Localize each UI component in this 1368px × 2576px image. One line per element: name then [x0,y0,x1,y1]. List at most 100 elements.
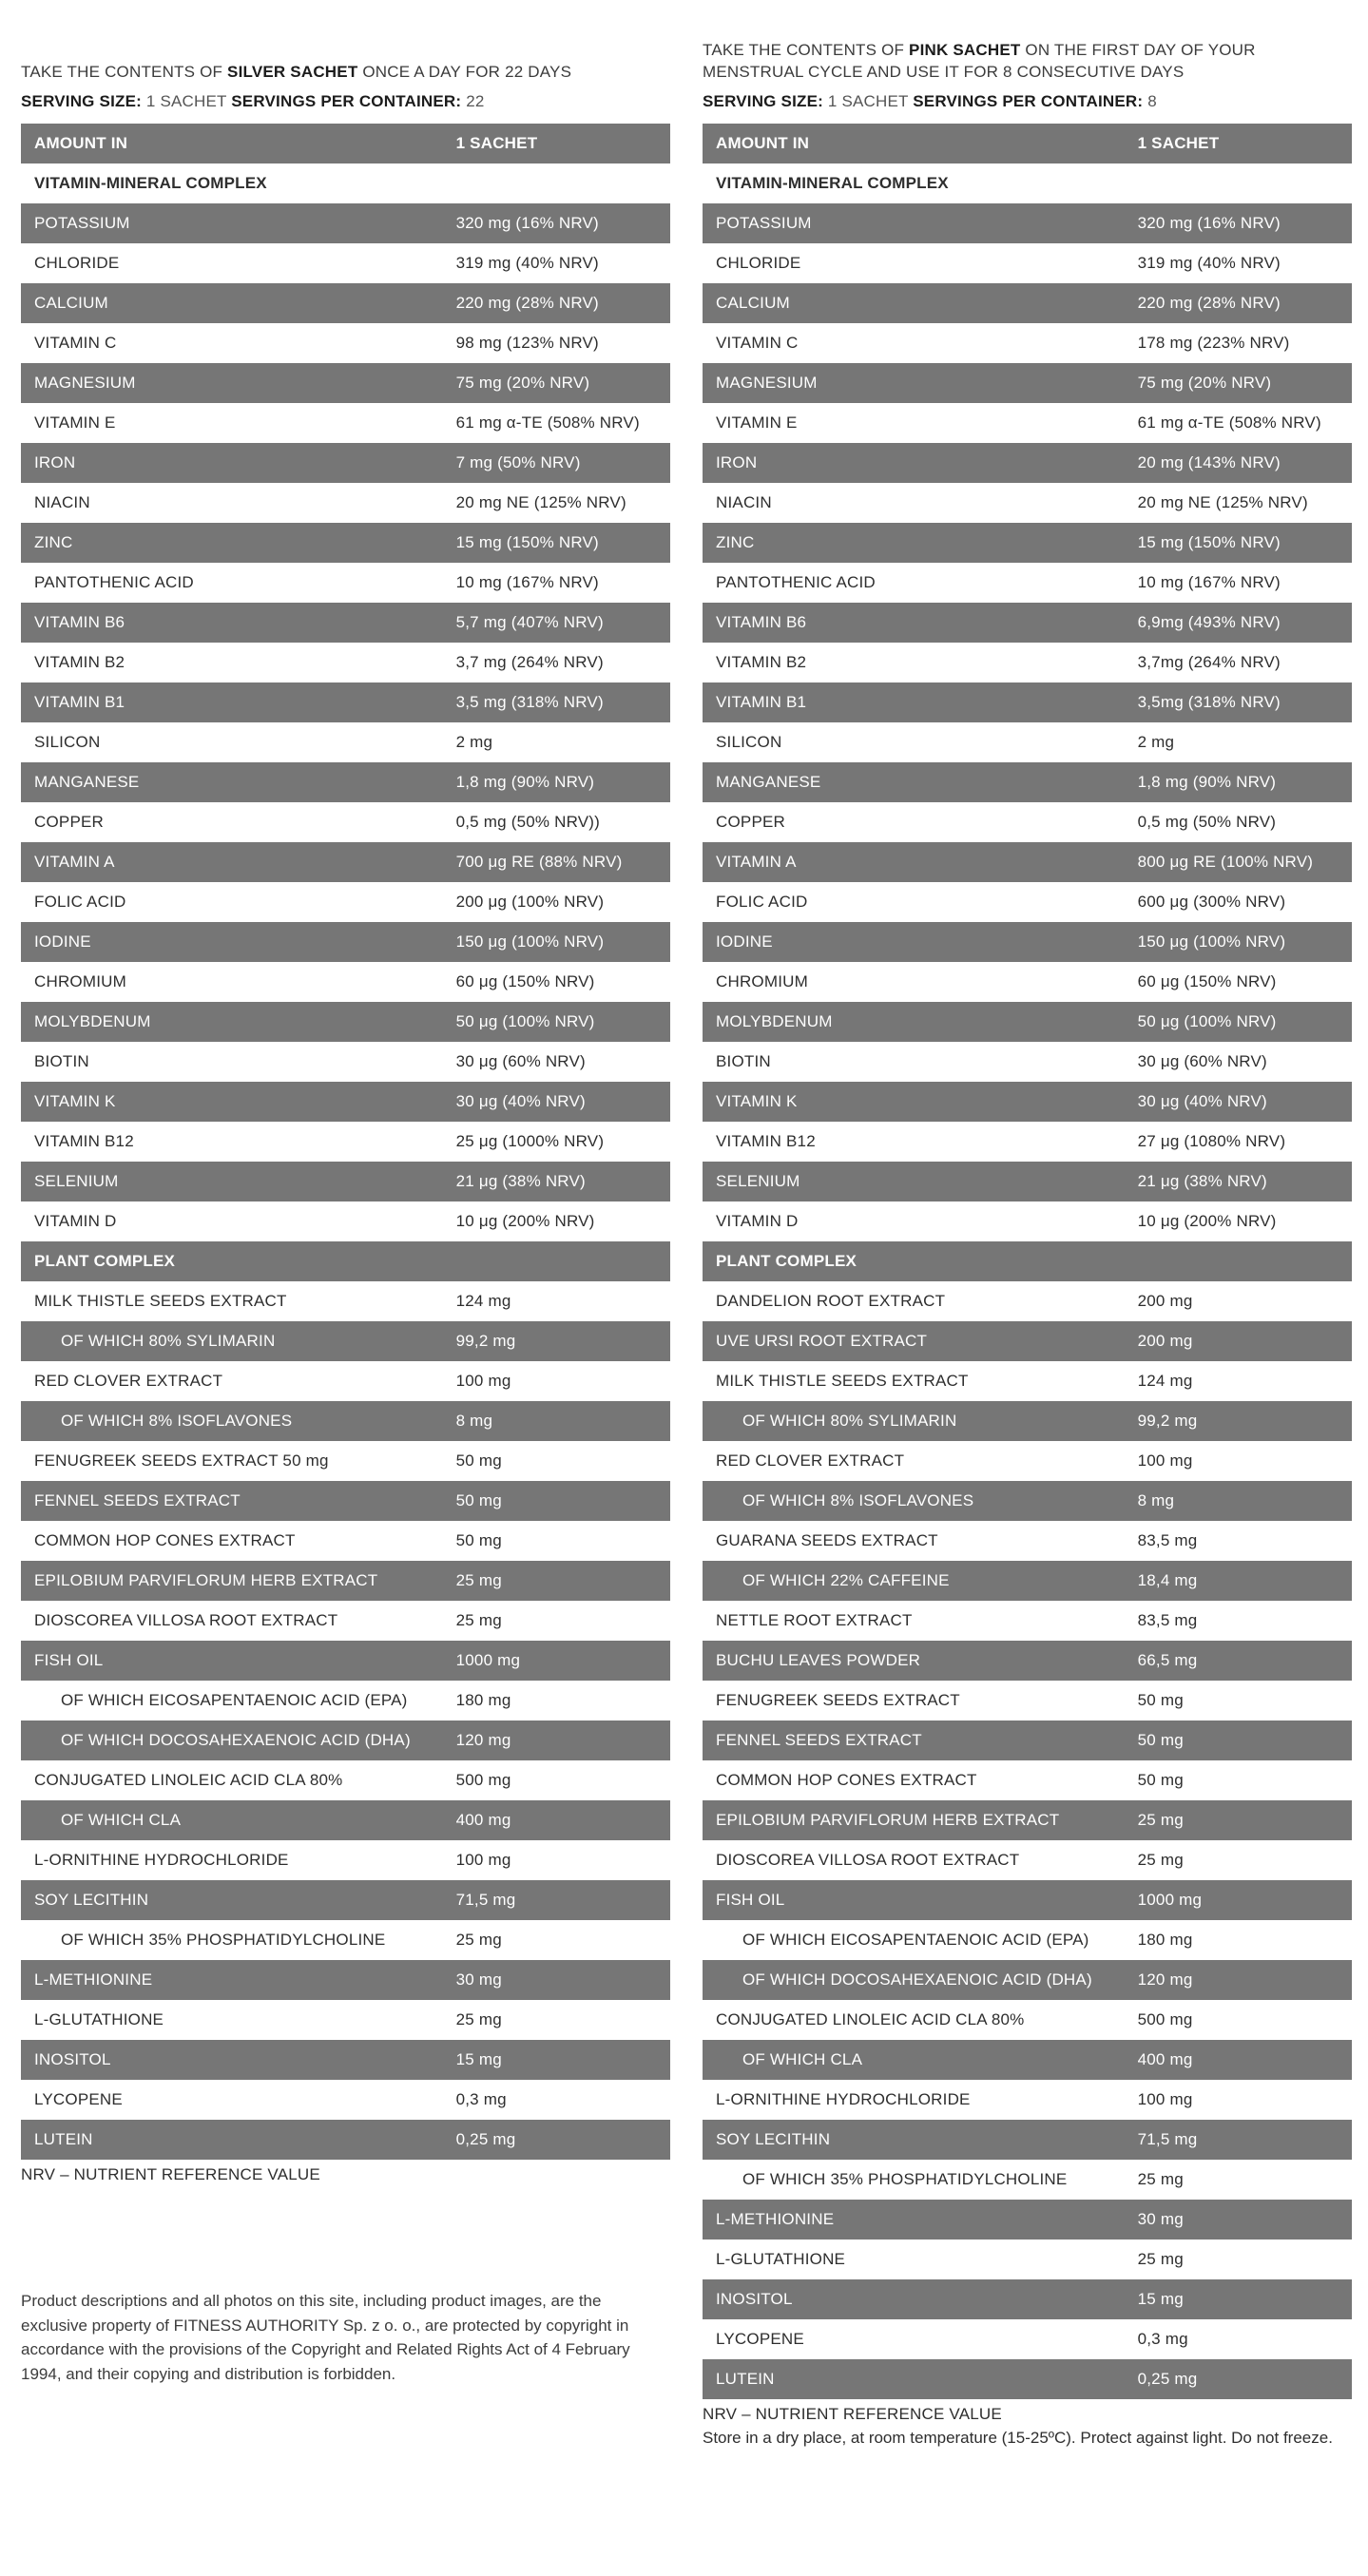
nutrient-label: CONJUGATED LINOLEIC ACID CLA 80% [34,1770,343,1789]
nutrient-label: VITAMIN C [716,333,799,352]
nutrient-value: 83,5 mg [1137,1610,1198,1629]
nutrient-value: 98 mg (123% NRV) [455,333,599,352]
nutrient-label: VITAMIN A [716,852,797,871]
nutrient-value: 3,7 mg (264% NRV) [455,652,604,671]
nutrient-label: INOSITOL [716,2289,793,2308]
nutrient-value: 75 mg (20% NRV) [1137,373,1272,392]
nutrient-label: VITAMIN E [716,413,798,432]
nutrient-label: MAGNESIUM [716,373,818,392]
nutrient-label: MILK THISTLE SEEDS EXTRACT [34,1291,287,1310]
nutrient-row: DIOSCOREA VILLOSA ROOT EXTRACT 25 mg [703,1840,1352,1880]
nutrient-row: OF WHICH DOCOSAHEXAENOIC ACID (DHA) 120 m… [21,1721,670,1760]
nutrient-value: 1,8 mg (90% NRV) [455,772,595,791]
nutrient-row: IODINE 150 μg (100% NRV) [21,922,670,962]
nutrient-value: 25 mg [1137,2169,1184,2188]
nutrient-row: NIACIN 20 mg NE (125% NRV) [21,483,670,523]
nutrient-value: 3,7mg (264% NRV) [1137,652,1281,671]
nutrient-row: FENUGREEK SEEDS EXTRACT 50 mg 50 mg [21,1441,670,1481]
nutrient-label: VITAMIN E [34,413,116,432]
nutrient-row: SOY LECITHIN 71,5 mg [21,1880,670,1920]
nutrient-value: 20 mg NE (125% NRV) [1137,492,1308,511]
nutrient-value: 10 mg (167% NRV) [1137,572,1281,591]
nutrient-label: BIOTIN [716,1051,771,1070]
nutrient-label: POTASSIUM [34,213,130,232]
nutrient-value: 30 μg (40% NRV) [1137,1091,1267,1110]
nutrient-row: ZINC 15 mg (150% NRV) [703,523,1352,563]
nutrient-value: 124 mg [455,1291,511,1310]
nutrient-row: UVE URSI ROOT EXTRACT 200 mg [703,1321,1352,1361]
nutrient-row: VITAMIN B12 25 μg (1000% NRV) [21,1122,670,1162]
nutrient-label: GUARANA SEEDS EXTRACT [716,1530,938,1549]
nutrient-label: VITAMIN B6 [34,612,125,631]
nutrient-row: VITAMIN A 800 μg RE (100% NRV) [703,842,1352,882]
nutrient-value: 50 mg [455,1490,502,1509]
nutrient-value: 25 mg [1137,2249,1184,2268]
nutrient-row: L-METHIONINE 30 mg [703,2200,1352,2240]
nutrient-value: 66,5 mg [1137,1650,1198,1669]
instruction-highlight: SILVER SACHET [227,63,358,82]
nutrient-value: 1000 mg [455,1650,521,1669]
nutrient-value: 10 μg (200% NRV) [1137,1211,1277,1230]
nutrient-value: 27 μg (1080% NRV) [1137,1131,1286,1150]
nutrient-row: VITAMIN K 30 μg (40% NRV) [703,1082,1352,1122]
pink-column-header: TAKE THE CONTENTS OF PINK SACHET ON THE … [703,0,1352,124]
nutrient-label: SOY LECITHIN [716,2129,831,2148]
nutrient-value: 150 μg (100% NRV) [455,932,605,951]
nutrient-row: IRON 20 mg (143% NRV) [703,443,1352,483]
nutrient-label: EPILOBIUM PARVIFLORUM HERB EXTRACT [716,1810,1060,1829]
nutrient-value: 319 mg (40% NRV) [455,253,599,272]
instruction-highlight: PINK SACHET [909,41,1021,60]
nutrient-row: OF WHICH EICOSAPENTAENOIC ACID (EPA) 180 … [21,1681,670,1721]
nutrient-value: 30 μg (60% NRV) [1137,1051,1267,1070]
table-header-amount-in: AMOUNT IN [716,133,810,152]
nutrient-value: 320 mg (16% NRV) [1137,213,1281,232]
nutrient-label: COMMON HOP CONES EXTRACT [716,1770,977,1789]
nutrient-label: VITAMIN B2 [34,652,125,671]
nutrient-row: MANGANESE 1,8 mg (90% NRV) [21,762,670,802]
nutrient-row: CHLORIDE 319 mg (40% NRV) [703,243,1352,283]
nutrient-row: SOY LECITHIN 71,5 mg [703,2120,1352,2160]
nutrient-value: 124 mg [1137,1371,1193,1390]
nutrient-value: 50 μg (100% NRV) [455,1011,595,1030]
nutrient-row: BUCHU LEAVES POWDER 66,5 mg [703,1641,1352,1681]
nutrient-row: BIOTIN 30 μg (60% NRV) [21,1042,670,1082]
nutrient-row: MILK THISTLE SEEDS EXTRACT 124 mg [21,1281,670,1321]
nutrient-row: SELENIUM 21 μg (38% NRV) [703,1162,1352,1201]
section-title: VITAMIN-MINERAL COMPLEX [34,173,267,192]
nutrient-row: VITAMIN A 700 μg RE (88% NRV) [21,842,670,882]
nutrient-label: FENNEL SEEDS EXTRACT [716,1730,922,1749]
nutrient-label: FISH OIL [34,1650,104,1669]
nutrient-value: 100 mg [1137,2089,1193,2108]
nutrient-label: RED CLOVER EXTRACT [34,1371,223,1390]
nrv-footnote: NRV – NUTRIENT REFERENCE VALUE [21,2165,320,2183]
nutrient-row: OF WHICH 8% ISOFLAVONES 8 mg [703,1481,1352,1521]
table-header-1-sachet: 1 SACHET [455,133,538,152]
nutrient-label: NETTLE ROOT EXTRACT [716,1610,913,1629]
nutrient-value: 1000 mg [1137,1890,1203,1909]
nutrient-value: 60 μg (150% NRV) [1137,971,1277,990]
nutrient-label: COPPER [716,812,785,831]
nutrient-value: 320 mg (16% NRV) [455,213,599,232]
pink-usage-instruction: TAKE THE CONTENTS OF PINK SACHET ON THE … [703,40,1352,84]
nutrient-label: SILICON [34,732,101,751]
nutrient-value: 319 mg (40% NRV) [1137,253,1281,272]
nutrient-value: 200 mg [1137,1331,1193,1350]
nutrient-value: 180 mg [1137,1930,1193,1949]
serving-size-value: 1 SACHET [145,92,232,110]
nutrient-value: 0,25 mg [455,2129,516,2148]
nutrient-label: RED CLOVER EXTRACT [716,1451,905,1470]
nutrient-label: CONJUGATED LINOLEIC ACID CLA 80% [716,2009,1025,2028]
nutrient-value: 5,7 mg (407% NRV) [455,612,604,631]
nutrient-value: 6,9mg (493% NRV) [1137,612,1281,631]
nutrient-label: LUTEIN [716,2369,775,2388]
nutrient-value: 30 mg [1137,2209,1184,2228]
nutrient-row: FOLIC ACID 600 μg (300% NRV) [703,882,1352,922]
nutrient-row: FISH OIL 1000 mg [21,1641,670,1681]
nutrient-value: 100 mg [455,1371,511,1390]
nutrient-row: BIOTIN 30 μg (60% NRV) [703,1042,1352,1082]
table-header-amount-in: AMOUNT IN [34,133,128,152]
nutrition-table-pink: VITAMIN-MINERAL COMPLEX POTASSIUM 320 mg (… [703,163,1352,2399]
nutrient-value: 120 mg [455,1730,511,1749]
serving-size-label: SERVING SIZE: [21,92,146,110]
nutrient-label: PANTOTHENIC ACID [34,572,194,591]
